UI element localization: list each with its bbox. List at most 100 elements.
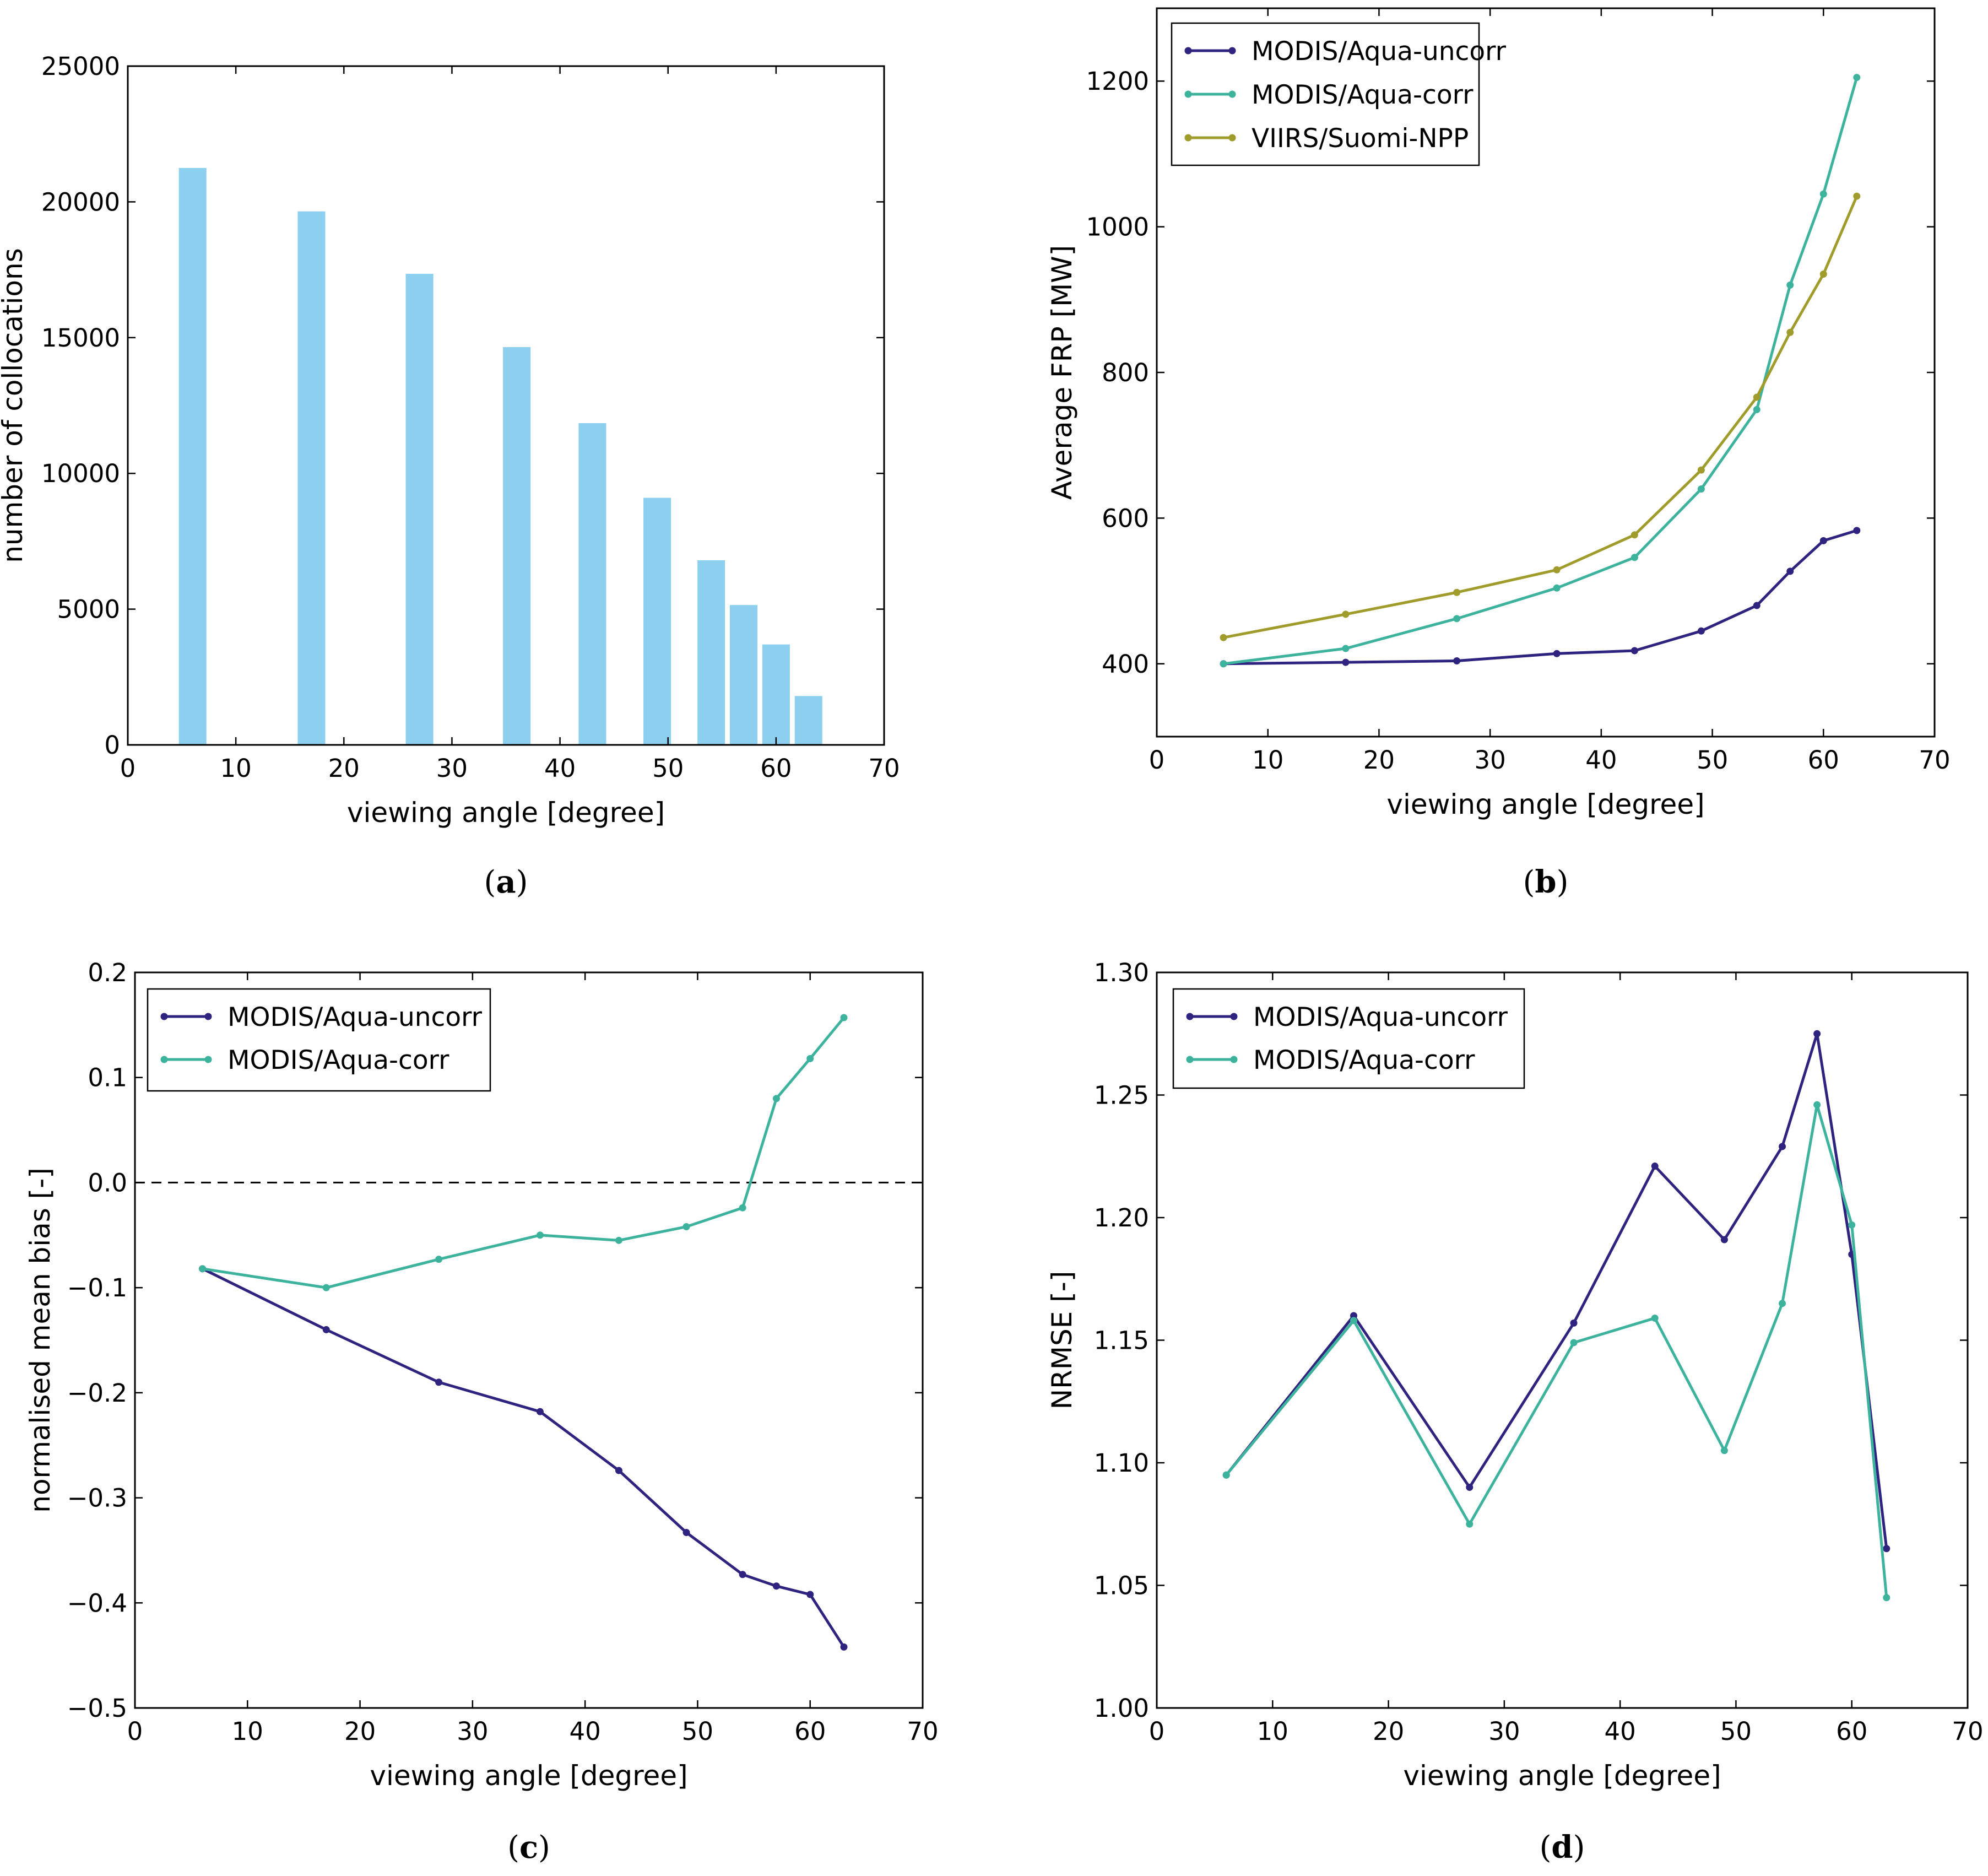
panel-label-paren: ) (516, 864, 528, 900)
data-point (682, 1529, 690, 1537)
plot-frame (134, 971, 924, 1709)
bar-60 (762, 644, 790, 745)
data-point (1786, 281, 1794, 289)
legend-marker (160, 1013, 168, 1020)
data-point (1853, 527, 1861, 534)
chart-panel-c: 0 10 20 30 40 50 60 70 −0.5 −0.4 −0.3 −0.2 −0.1 0.0 0.… (24, 958, 939, 1866)
data-point (1853, 192, 1861, 200)
x-tick-label: 30 (457, 1717, 488, 1746)
x-tick-label: 20 (1373, 1717, 1404, 1746)
y-tick-label: 1.25 (1094, 1081, 1149, 1110)
y-axis-label: Average FRP [MW] (1046, 245, 1078, 500)
data-point (1350, 1317, 1357, 1324)
data-point (1350, 1312, 1357, 1320)
chart-panel-d: 0 10 20 30 40 50 60 70 1.00 1.05 1.10 1.15 1.20 1.25 1… (1046, 958, 1984, 1866)
x-tick-label: 30 (436, 754, 468, 783)
x-tick-label: 70 (1952, 1717, 1983, 1746)
y-tick-label: −0.2 (67, 1378, 127, 1408)
chart-panel-b: 0 10 20 30 40 50 60 70 400 600 800 1000 1200 viewing … (1046, 7, 1951, 900)
legend-marker (1230, 1056, 1238, 1063)
data-point (739, 1204, 746, 1212)
legend: MODIS/Aqua-uncorr MODIS/Aqua-corr (1172, 988, 1525, 1089)
legend-label: MODIS/Aqua-corr (1252, 80, 1474, 110)
bar-36 (503, 347, 531, 745)
x-axis-label: viewing angle [degree] (347, 797, 665, 829)
y-tick-label: 15000 (41, 323, 120, 353)
x-tick-label: 0 (120, 754, 136, 783)
panel-letter: a (496, 864, 516, 900)
y-tick-label: 1.00 (1094, 1694, 1149, 1723)
data-point (772, 1095, 780, 1102)
data-point (1883, 1594, 1891, 1602)
bar-49 (643, 498, 671, 745)
data-point (1819, 537, 1827, 544)
legend-marker (1230, 1013, 1238, 1020)
data-point (772, 1582, 780, 1590)
y-tick-label: −0.5 (67, 1694, 127, 1723)
series-line (1225, 1032, 1888, 1549)
data-point (1720, 1236, 1728, 1244)
legend-label: MODIS/Aqua-corr (227, 1045, 449, 1075)
y-tick-label: 1200 (1086, 67, 1149, 96)
data-point (682, 1223, 690, 1231)
legend-box (147, 988, 491, 1092)
series-line (202, 1267, 846, 1648)
legend-marker (1228, 134, 1236, 142)
data-point (1553, 566, 1561, 574)
data-point (1819, 271, 1827, 278)
x-tick-label: 0 (1149, 1717, 1165, 1746)
x-tick-label: 20 (328, 754, 360, 783)
data-point (1883, 1545, 1891, 1553)
x-axis-label: viewing angle [degree] (1386, 788, 1704, 820)
panel-letter: b (1535, 864, 1556, 900)
y-tick-label: 0.2 (88, 958, 127, 987)
data-point (1813, 1030, 1821, 1037)
x-tick-label: 60 (794, 1717, 826, 1746)
data-point (1453, 657, 1461, 665)
data-point (1631, 554, 1638, 561)
data-point (1631, 647, 1638, 655)
data-point (1779, 1300, 1786, 1307)
data-point (1222, 1471, 1230, 1479)
legend-label: MODIS/Aqua-uncorr (227, 1002, 483, 1032)
y-axis-label: normalised mean bias [-] (24, 1167, 56, 1513)
legend-marker (1184, 90, 1192, 98)
x-tick-label: 40 (544, 754, 576, 783)
series-modis-aqua-corr (1222, 1101, 1891, 1602)
legend-marker (1228, 47, 1236, 55)
legend-marker (1184, 47, 1192, 55)
x-tick-label: 50 (682, 1717, 713, 1746)
x-tick-label: 20 (344, 1717, 376, 1746)
panel-label-paren: ) (1557, 864, 1569, 900)
data-point (1786, 328, 1794, 336)
x-tick-label: 60 (1836, 1717, 1867, 1746)
legend-marker (1186, 1056, 1194, 1063)
data-point (1466, 1520, 1474, 1528)
data-point (435, 1378, 443, 1386)
data-point (1720, 1447, 1728, 1455)
data-point (322, 1284, 330, 1291)
legend-marker (1186, 1013, 1194, 1020)
data-point (806, 1055, 814, 1062)
data-point (615, 1467, 622, 1474)
series-viirs-suomi-npp (1220, 192, 1861, 641)
y-tick-label: 600 (1102, 504, 1149, 533)
data-point (840, 1643, 848, 1651)
x-tick-label: 10 (220, 754, 252, 783)
data-point (1819, 190, 1827, 198)
x-tick-label: 50 (652, 754, 684, 783)
y-tick-label: 1.10 (1094, 1448, 1149, 1478)
panel-letter: c (519, 1829, 538, 1866)
y-tick-label: −0.1 (67, 1273, 127, 1302)
y-tick-label: 0.0 (88, 1168, 127, 1197)
series-modis-aqua-corr (1220, 74, 1861, 668)
data-point (806, 1591, 814, 1598)
series-line (1225, 1103, 1888, 1598)
x-tick-label: 60 (760, 754, 792, 783)
data-point (1697, 466, 1705, 474)
x-tick-label: 10 (1257, 1717, 1288, 1746)
x-tick-label: 0 (127, 1717, 143, 1746)
x-tick-label: 50 (1720, 1717, 1752, 1746)
data-point (1848, 1221, 1856, 1229)
